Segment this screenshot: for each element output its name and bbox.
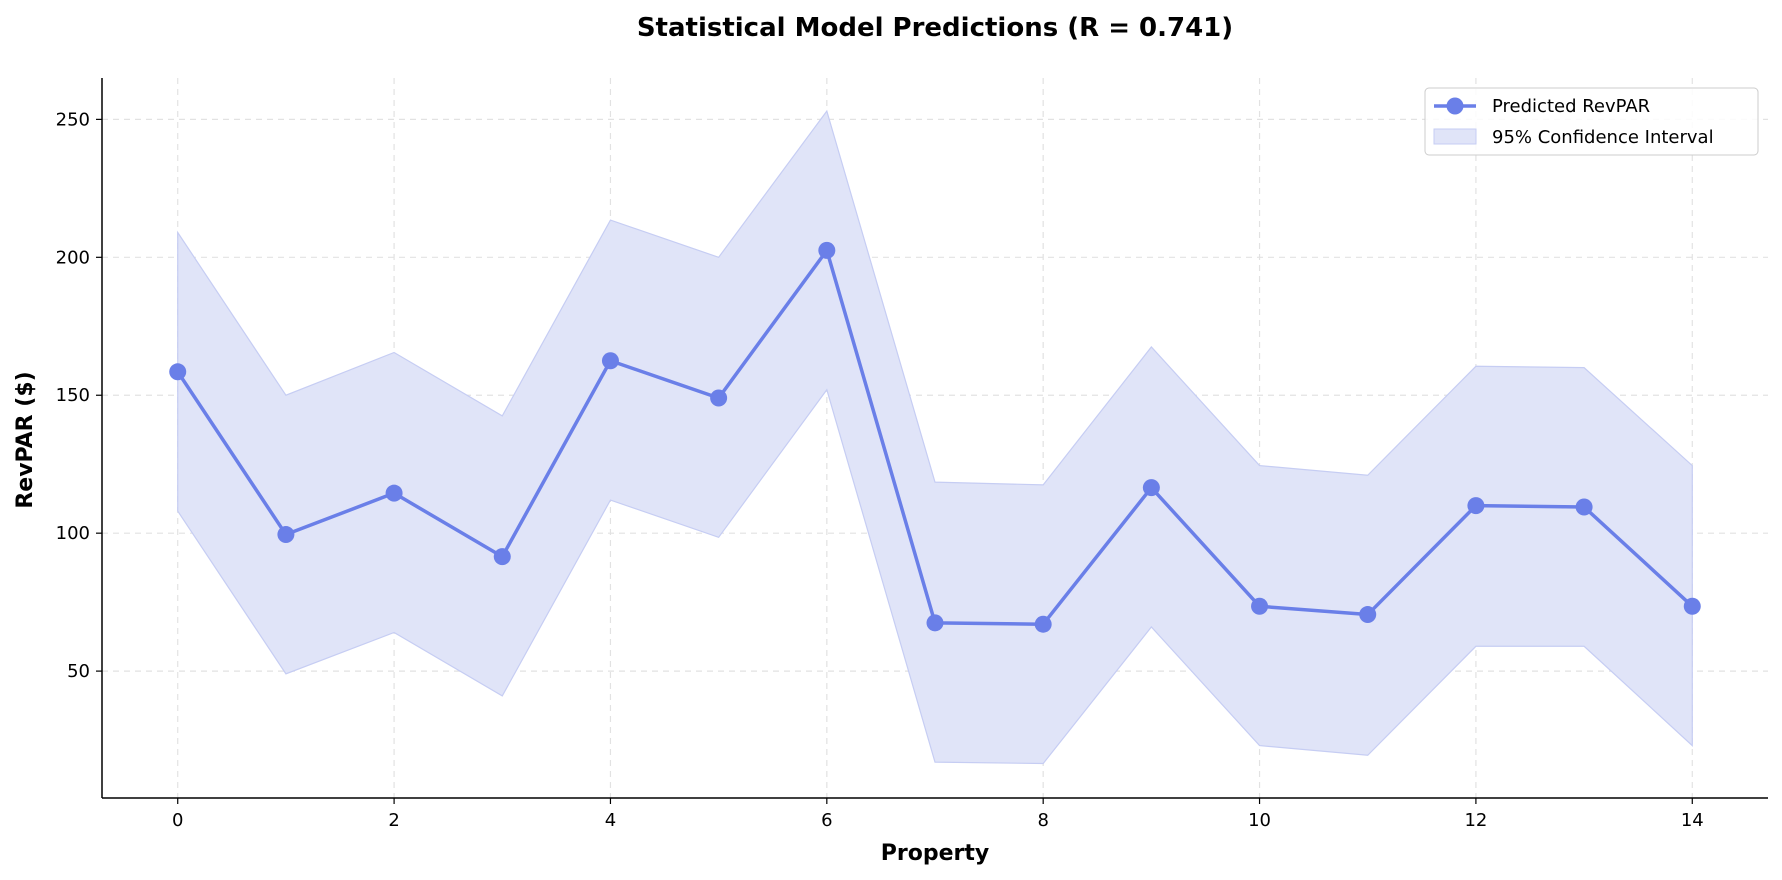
confidence-band bbox=[177, 109, 1693, 765]
x-tick-label: 10 bbox=[1248, 810, 1271, 831]
legend-label-ci: 95% Confidence Interval bbox=[1492, 127, 1714, 148]
legend: Predicted RevPAR 95% Confidence Interval bbox=[1424, 87, 1759, 156]
data-point bbox=[926, 614, 944, 632]
y-tick-label: 150 bbox=[56, 385, 90, 406]
data-point bbox=[385, 484, 403, 502]
x-tick-label: 12 bbox=[1464, 810, 1487, 831]
data-point bbox=[1142, 479, 1160, 497]
x-tick-label: 6 bbox=[821, 810, 832, 831]
axes bbox=[101, 78, 1768, 799]
legend-frame bbox=[1424, 87, 1759, 156]
data-point bbox=[1467, 497, 1485, 515]
series-layer bbox=[169, 241, 1701, 633]
x-tick-label: 0 bbox=[172, 810, 183, 831]
data-point bbox=[277, 526, 295, 544]
data-point bbox=[818, 241, 836, 259]
x-tick-label: 2 bbox=[388, 810, 399, 831]
legend-marker-swatch bbox=[1446, 97, 1464, 115]
data-point bbox=[1575, 498, 1593, 516]
legend-label-predicted: Predicted RevPAR bbox=[1492, 96, 1650, 117]
data-point bbox=[1251, 597, 1269, 615]
x-tick-label: 4 bbox=[605, 810, 616, 831]
y-tick-label: 200 bbox=[56, 247, 90, 268]
data-point bbox=[1034, 615, 1052, 633]
data-point bbox=[710, 389, 728, 407]
confidence-band-layer bbox=[177, 109, 1693, 765]
data-point bbox=[1359, 606, 1377, 624]
chart-title: Statistical Model Predictions (R = 0.741… bbox=[637, 13, 1233, 43]
data-point bbox=[169, 363, 187, 381]
x-axis-label: Property bbox=[881, 841, 989, 866]
y-tick-label: 100 bbox=[56, 523, 90, 544]
y-tick-label: 250 bbox=[56, 109, 90, 130]
y-tick-label: 50 bbox=[67, 661, 90, 682]
data-point bbox=[1683, 597, 1701, 615]
x-tick-label: 14 bbox=[1681, 810, 1704, 831]
data-point bbox=[493, 548, 511, 566]
data-point bbox=[601, 352, 619, 370]
tick-labels: 0 2 4 6 8 10 12 14 50 100 150 200 250 bbox=[56, 109, 1704, 831]
x-tick-label: 8 bbox=[1037, 810, 1048, 831]
y-axis-label: RevPAR ($) bbox=[13, 371, 38, 508]
legend-band-swatch bbox=[1433, 128, 1477, 145]
